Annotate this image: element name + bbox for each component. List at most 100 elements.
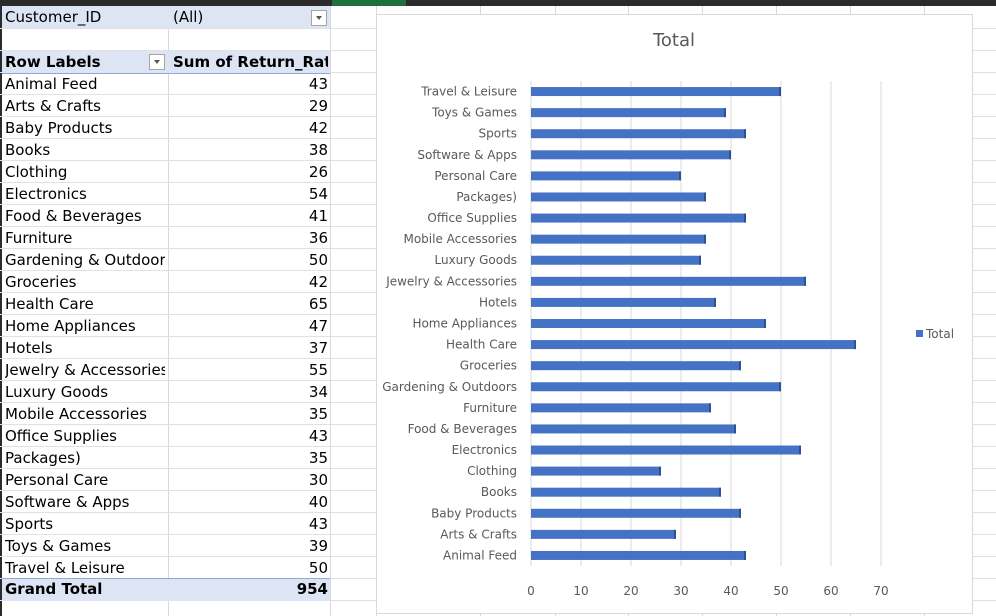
- bar-end-shade: [729, 150, 731, 159]
- bar: [531, 340, 856, 349]
- filter-field-label: Customer_ID: [5, 6, 165, 28]
- bar: [531, 129, 746, 138]
- pivot-row-value[interactable]: 50: [170, 249, 328, 271]
- y-category-label: Jewelry & Accessories: [385, 274, 517, 288]
- pivot-row-value[interactable]: 35: [170, 447, 328, 469]
- pivot-row-label[interactable]: Sports: [5, 513, 165, 535]
- pivot-row-label[interactable]: Jewelry & Accessories: [5, 359, 165, 381]
- bar-end-shade: [704, 192, 706, 201]
- pivot-row-value[interactable]: 34: [170, 381, 328, 403]
- bar: [531, 277, 806, 286]
- bar: [531, 150, 731, 159]
- bar: [531, 214, 746, 223]
- bar-end-shade: [764, 319, 766, 328]
- bar-end-shade: [744, 551, 746, 560]
- pivot-row-value[interactable]: 43: [170, 73, 328, 95]
- x-tick-label: 40: [723, 584, 738, 598]
- y-category-label: Sports: [479, 127, 517, 141]
- row-labels-header: Row Labels: [5, 51, 165, 73]
- pivot-row-value[interactable]: 43: [170, 513, 328, 535]
- pivot-row-label[interactable]: Baby Products: [5, 117, 165, 139]
- bar-end-shade: [739, 361, 741, 370]
- pivot-row-label[interactable]: Books: [5, 139, 165, 161]
- x-tick-label: 30: [673, 584, 688, 598]
- pivot-row-label[interactable]: Groceries: [5, 271, 165, 293]
- pivot-row-value[interactable]: 35: [170, 403, 328, 425]
- bar: [531, 446, 801, 455]
- bar: [531, 403, 711, 412]
- y-category-label: Arts & Crafts: [440, 527, 517, 541]
- bar: [531, 319, 766, 328]
- bar-end-shade: [704, 235, 706, 244]
- pivot-row-value[interactable]: 26: [170, 161, 328, 183]
- pivot-row-label[interactable]: Food & Beverages: [5, 205, 165, 227]
- bar-end-shade: [854, 340, 856, 349]
- pivot-row-value[interactable]: 43: [170, 425, 328, 447]
- y-category-label: Mobile Accessories: [403, 232, 517, 246]
- y-category-label: Office Supplies: [427, 211, 517, 225]
- pivot-row-label[interactable]: Packages): [5, 447, 165, 469]
- pivot-row-value[interactable]: 29: [170, 95, 328, 117]
- bar: [531, 256, 701, 265]
- y-category-label: Toys & Games: [431, 106, 517, 120]
- filter-dropdown-button[interactable]: [311, 10, 327, 26]
- y-category-label: Clothing: [467, 464, 517, 478]
- column-gridline: [168, 6, 169, 616]
- bar-end-shade: [709, 403, 711, 412]
- chart-title: Total: [652, 30, 695, 51]
- bar-end-shade: [804, 277, 806, 286]
- pivot-row-label[interactable]: Personal Care: [5, 469, 165, 491]
- pivot-row-value[interactable]: 40: [170, 491, 328, 513]
- y-category-label: Books: [481, 485, 517, 499]
- pivot-row-value[interactable]: 41: [170, 205, 328, 227]
- x-tick-label: 20: [623, 584, 638, 598]
- pivot-row-label[interactable]: Software & Apps: [5, 491, 165, 513]
- bar: [531, 530, 676, 539]
- bar: [531, 298, 716, 307]
- bar: [531, 192, 706, 201]
- row-header-strip: [0, 6, 2, 616]
- bar-end-shade: [799, 446, 801, 455]
- bar-chart[interactable]: Total 0 10 20 30 40 50 60 70 Animal Feed Arts & Cr…: [376, 14, 973, 614]
- bar-end-shade: [739, 509, 741, 518]
- pivot-row-value[interactable]: 42: [170, 271, 328, 293]
- bar-end-shade: [744, 129, 746, 138]
- bar-end-shade: [674, 530, 676, 539]
- row-labels-filter-button[interactable]: [149, 54, 165, 70]
- pivot-row-label[interactable]: Arts & Crafts: [5, 95, 165, 117]
- pivot-row-value[interactable]: 42: [170, 117, 328, 139]
- pivot-row-label[interactable]: Clothing: [5, 161, 165, 183]
- pivot-row-label[interactable]: Electronics: [5, 183, 165, 205]
- pivot-row-value[interactable]: 30: [170, 469, 328, 491]
- bar-end-shade: [679, 171, 681, 180]
- pivot-row-label[interactable]: Office Supplies: [5, 425, 165, 447]
- y-category-label: Packages): [456, 190, 517, 204]
- pivot-row-label[interactable]: Gardening & Outdoors: [5, 249, 165, 271]
- pivot-row-label[interactable]: Toys & Games: [5, 535, 165, 557]
- pivot-row-value[interactable]: 36: [170, 227, 328, 249]
- bar: [531, 467, 661, 476]
- y-category-label: Hotels: [479, 295, 517, 309]
- pivot-row-label[interactable]: Travel & Leisure: [5, 557, 165, 579]
- pivot-row-value[interactable]: 39: [170, 535, 328, 557]
- pivot-row-value[interactable]: 47: [170, 315, 328, 337]
- pivot-row-value[interactable]: 50: [170, 557, 328, 579]
- bar-end-shade: [779, 87, 781, 96]
- pivot-row-label[interactable]: Animal Feed: [5, 73, 165, 95]
- pivot-row-label[interactable]: Mobile Accessories: [5, 403, 165, 425]
- pivot-row-value[interactable]: 54: [170, 183, 328, 205]
- pivot-row-label[interactable]: Home Appliances: [5, 315, 165, 337]
- pivot-row-label[interactable]: Health Care: [5, 293, 165, 315]
- pivot-row-label[interactable]: Furniture: [5, 227, 165, 249]
- pivot-row-label[interactable]: Hotels: [5, 337, 165, 359]
- y-category-label: Gardening & Outdoors: [382, 380, 517, 394]
- x-tick-label: 0: [527, 584, 535, 598]
- pivot-row-value[interactable]: 55: [170, 359, 328, 381]
- pivot-row-value[interactable]: 38: [170, 139, 328, 161]
- filter-value[interactable]: (All): [173, 6, 293, 28]
- pivot-row-label[interactable]: Luxury Goods: [5, 381, 165, 403]
- pivot-row-value[interactable]: 37: [170, 337, 328, 359]
- pivot-row-value[interactable]: 65: [170, 293, 328, 315]
- bar: [531, 509, 741, 518]
